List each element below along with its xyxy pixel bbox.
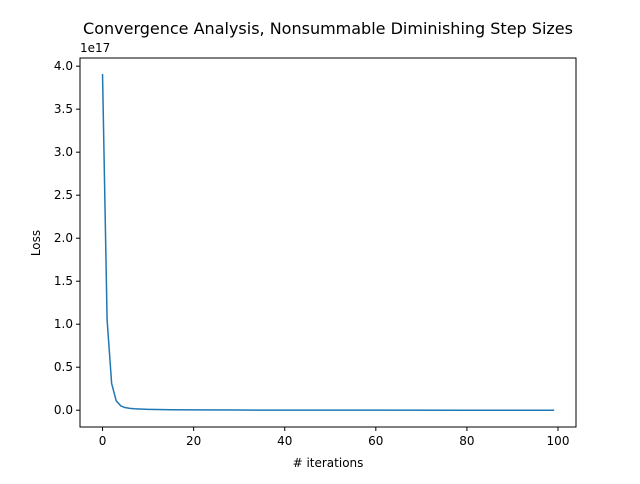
y-tick-label: 0.0 <box>54 403 73 417</box>
x-tick-label: 0 <box>99 434 107 448</box>
y-tick-label: 2.0 <box>54 231 73 245</box>
y-tick-label: 4.0 <box>54 59 73 73</box>
y-axis-ticks: 0.0 0.5 1.0 1.5 2.0 2.5 3.0 3.5 4.0 <box>54 59 80 417</box>
x-tick-label: 60 <box>368 434 383 448</box>
plot-frame <box>79 57 577 428</box>
x-axis-label: # iterations <box>293 456 364 470</box>
x-axis-ticks: 0 20 40 60 80 100 <box>99 427 570 448</box>
x-tick-label: 100 <box>547 434 570 448</box>
y-tick-label: 0.5 <box>54 360 73 374</box>
loss-series-line <box>101 74 555 411</box>
y-offset-label: 1e17 <box>80 41 110 55</box>
x-tick-label: 80 <box>459 434 474 448</box>
chart-title: Convergence Analysis, Nonsummable Dimini… <box>83 19 573 38</box>
x-tick-label: 20 <box>186 434 201 448</box>
y-tick-label: 1.5 <box>54 274 73 288</box>
x-tick-label: 40 <box>277 434 292 448</box>
y-tick-label: 3.5 <box>54 102 73 116</box>
y-axis-label: Loss <box>29 230 43 256</box>
y-tick-label: 3.0 <box>54 145 73 159</box>
y-tick-label: 1.0 <box>54 317 73 331</box>
y-tick-label: 2.5 <box>54 188 73 202</box>
